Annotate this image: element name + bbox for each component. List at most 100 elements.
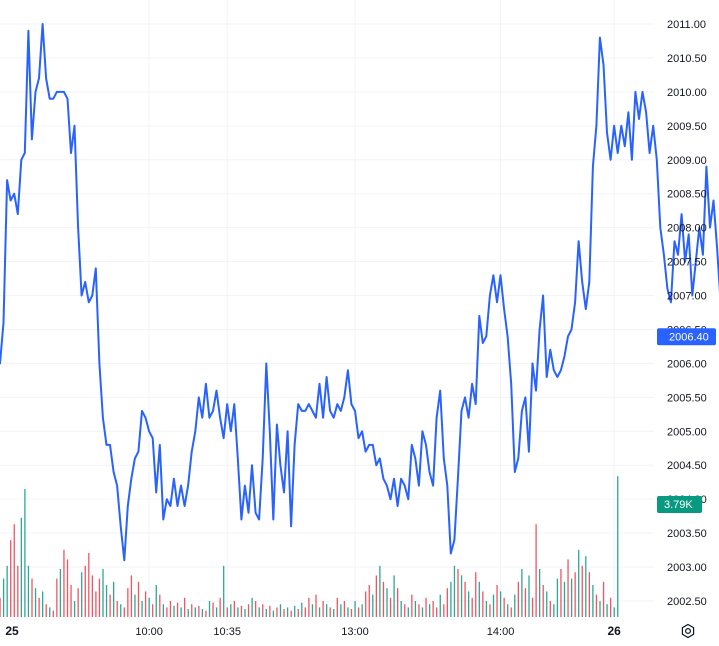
- volume-bar: [13, 524, 15, 617]
- volume-bar: [219, 597, 221, 617]
- volume-bar: [531, 597, 534, 617]
- volume-bar: [276, 607, 278, 617]
- volume-bar: [258, 607, 260, 617]
- volume-bar: [184, 597, 186, 617]
- volume-bar: [329, 607, 331, 617]
- volume-bar: [471, 597, 473, 617]
- volume-bar: [17, 565, 19, 617]
- volume-bar: [521, 569, 523, 617]
- volume-bar: [382, 581, 385, 617]
- volume-bar: [492, 594, 495, 617]
- volume-bar: [173, 605, 175, 617]
- volume-bar: [379, 565, 381, 617]
- volume-bar: [208, 601, 211, 617]
- volume-bar: [279, 604, 282, 617]
- volume-bar: [517, 581, 519, 617]
- x-tick-label: 26: [607, 624, 621, 638]
- volume-bar: [592, 585, 594, 617]
- volume-bar: [347, 607, 349, 617]
- volume-bar: [113, 581, 115, 617]
- volume-bar: [425, 597, 427, 617]
- time-axis: 25 10:00 10:35 13:00 14:00 26: [5, 624, 621, 638]
- volume-bar: [326, 604, 328, 617]
- volume-bar: [169, 601, 172, 617]
- volume-bar: [127, 588, 129, 617]
- volume-bar: [251, 597, 253, 617]
- volume-bar: [272, 610, 275, 617]
- volume-bar: [205, 610, 207, 617]
- volume-bar: [368, 585, 370, 617]
- volume-bar: [393, 575, 395, 617]
- price-series: [0, 23, 719, 562]
- volume-bar: [88, 553, 90, 617]
- volume-bar: [269, 605, 271, 617]
- volume-bar: [428, 604, 431, 617]
- volume-bar: [120, 604, 122, 617]
- volume-bar: [27, 565, 30, 617]
- volume-bar: [336, 597, 338, 617]
- volume-bar: [340, 604, 342, 617]
- price-line: [0, 23, 719, 562]
- y-tick-label: 2006.00: [667, 358, 707, 370]
- volume-bar: [343, 601, 346, 617]
- volume-bar: [546, 591, 548, 617]
- volume-bar: [148, 597, 150, 617]
- volume-bar: [73, 601, 76, 617]
- volume-bars: [0, 476, 619, 617]
- volume-bar: [166, 607, 168, 617]
- volume-bar: [141, 601, 143, 617]
- volume-bar: [535, 524, 537, 617]
- volume-bar: [286, 607, 289, 617]
- volume-bar: [528, 575, 530, 617]
- volume-bar: [468, 591, 470, 617]
- volume-bar: [446, 588, 448, 617]
- volume-bar: [499, 591, 502, 617]
- volume-bar: [294, 605, 296, 617]
- volume-bar: [443, 604, 445, 617]
- volume-bar: [556, 578, 559, 617]
- volume-bar: [602, 581, 605, 617]
- volume-bar: [578, 549, 580, 617]
- volume-bar: [485, 601, 488, 617]
- volume-bar: [496, 585, 498, 617]
- x-tick-label: 10:00: [135, 626, 163, 638]
- volume-bar: [585, 556, 587, 617]
- y-tick-label: 2010.50: [667, 53, 707, 65]
- volume-bar: [507, 604, 509, 617]
- volume-bar: [315, 594, 317, 617]
- volume-bar: [247, 604, 250, 617]
- volume-bar: [581, 565, 583, 617]
- volume-bar: [599, 601, 601, 617]
- volume-bar: [0, 597, 1, 617]
- volume-bar: [460, 575, 463, 617]
- volume-bar: [574, 572, 576, 617]
- volume-bar: [84, 565, 86, 617]
- y-tick-label: 2011.00: [667, 19, 706, 31]
- volume-bar: [144, 591, 147, 617]
- volume-bar: [223, 565, 225, 617]
- volume-bar: [10, 540, 12, 617]
- volume-bar: [333, 609, 335, 617]
- volume-bar: [386, 588, 388, 617]
- x-tick-label: 14:00: [487, 626, 515, 638]
- y-tick-label: 2008.00: [667, 223, 707, 235]
- volume-bar: [176, 602, 179, 617]
- volume-bar: [478, 581, 480, 617]
- volume-bar: [34, 588, 37, 617]
- volume-bar: [290, 610, 292, 617]
- volume-bar: [187, 609, 189, 617]
- volume-bar: [372, 594, 374, 617]
- volume-bar: [553, 604, 555, 617]
- price-axis: 2011.00 2010.50 2010.00 2009.50 2009.00 2008.…: [667, 19, 707, 608]
- volume-bar: [63, 549, 65, 617]
- volume-bar: [59, 569, 62, 617]
- volume-bar: [155, 585, 157, 617]
- volume-bar: [102, 569, 104, 617]
- volume-bar: [180, 607, 182, 617]
- volume-bar: [361, 604, 363, 617]
- settings-gear-icon[interactable]: [680, 623, 696, 639]
- volume-bar: [322, 601, 324, 617]
- volume-bar: [24, 489, 26, 617]
